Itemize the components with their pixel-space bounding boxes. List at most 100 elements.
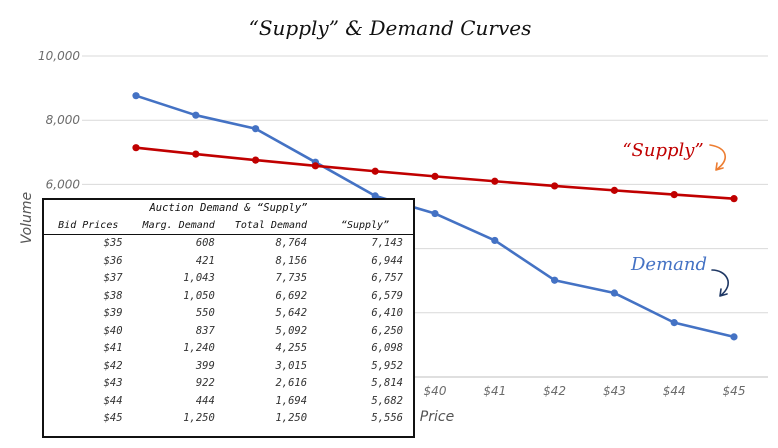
y-axis-ticks: 10,000 8,000 6,000 [38,49,80,191]
supply-point [491,177,499,185]
cell-marg-demand: 399 [195,359,215,372]
header-supply: “Supply” [317,217,413,235]
cell-total-demand: 5,092 [275,324,308,337]
data-grid: Bid Prices Marg. Demand Total Demand “Su… [44,217,413,428]
cell-marg-demand: 550 [195,307,215,319]
cell-bid-price: $41 [103,342,123,354]
supply-point [192,150,200,158]
y-tick-label: 8,000 [46,113,81,127]
table-row: $37 1,043 7,735 6,757 [44,270,413,288]
cell-marg-demand: 837 [195,324,215,337]
cell-total-demand: 4,255 [275,342,308,354]
cell-marg-demand: 444 [195,394,215,407]
demand-point [252,125,260,133]
cell-supply: 6,410 [371,307,403,319]
cell-marg-demand: 1,240 [183,342,215,354]
x-tick-label: $41 [483,384,506,398]
cell-bid-price: $38 [103,289,123,302]
cell-marg-demand: 1,043 [183,272,215,284]
cell-supply: 6,579 [371,289,403,302]
series-group [132,92,738,341]
table-row: $42 399 3,015 5,952 [44,358,413,376]
cell-total-demand: 5,642 [275,307,308,319]
cell-bid-price: $36 [103,254,123,267]
header-marg-demand: Marg. Demand [132,217,225,235]
cell-total-demand: 1,694 [275,394,308,407]
table-row: $44 444 1,694 5,682 [44,393,413,411]
cell-bid-price: $40 [103,324,123,337]
table-row: $38 1,050 6,692 6,579 [44,288,413,306]
header-bid-prices: Bid Prices [44,217,133,235]
header-total-demand: Total Demand [224,217,318,235]
cell-supply: 5,814 [371,377,403,389]
cell-supply: 6,250 [371,324,403,337]
demand-point [730,333,738,341]
table-row: $35 608 8,764 7,143 [44,235,413,253]
demand-point [371,192,379,200]
supply-point [311,162,319,170]
demand-point [132,92,140,100]
table-row: $40 837 5,092 6,250 [44,323,413,341]
x-axis-title: Price [420,409,454,425]
table-row: $41 1,240 4,255 6,098 [44,340,413,358]
supply-point [252,156,260,164]
cell-bid-price: $39 [103,307,123,319]
cell-bid-price: $45 [103,412,123,424]
demand-point [610,289,619,297]
table-row: $36 421 8,156 6,944 [44,253,413,271]
y-axis-title: Volume [19,192,35,244]
table-caption: Auction Demand & “Supply” [149,202,308,214]
cell-total-demand: 6,692 [275,289,308,302]
supply-series-label: “Supply” [622,140,703,161]
cell-supply: 6,098 [371,342,403,354]
cell-supply: 5,952 [371,359,403,372]
auction-data-table: Auction Demand & “Supply” Bid Prices Mar… [42,198,415,438]
cell-bid-price: $35 [103,237,123,249]
demand-point [491,236,499,245]
cell-bid-price: $37 [103,272,123,284]
x-tick-label: $40 [424,384,447,398]
x-axis-ticks: $40 $41 $42 $43 $44 $45 [424,384,746,398]
supply-point [610,186,619,194]
cell-marg-demand: 1,050 [183,289,215,302]
demand-series-label: Demand [630,254,707,275]
cell-supply: 5,556 [371,412,403,424]
table-header-row: Bid Prices Marg. Demand Total Demand “Su… [44,217,413,235]
supply-point [431,172,439,180]
cell-bid-price: $42 [103,359,123,372]
table-row: $43 922 2,616 5,814 [44,375,413,393]
cell-bid-price: $44 [103,394,123,407]
cell-supply: 5,682 [371,394,403,407]
supply-point [730,195,738,203]
cell-total-demand: 8,764 [275,237,308,249]
cell-bid-price: $43 [103,377,123,389]
cell-supply: 6,757 [371,272,403,284]
cell-marg-demand: 1,250 [183,412,215,424]
demand-arrow-icon [711,269,729,297]
chart-title: “Supply” & Demand Curves [249,16,532,40]
demand-point [670,319,678,327]
cell-total-demand: 3,015 [275,359,308,372]
x-tick-label: $45 [723,384,746,398]
x-tick-label: $42 [543,384,566,398]
supply-point [132,144,140,152]
cell-marg-demand: 922 [195,377,215,389]
cell-supply: 6,944 [371,254,403,267]
cell-marg-demand: 421 [195,254,215,267]
x-tick-label: $44 [663,384,686,398]
supply-point [371,167,379,175]
y-tick-label: 6,000 [46,177,81,191]
table-row: $45 1,250 1,250 5,556 [44,410,413,428]
supply-point [551,182,559,190]
cell-supply: 7,143 [371,237,403,249]
cell-total-demand: 7,735 [275,272,308,284]
cell-total-demand: 2,616 [275,377,308,389]
cell-marg-demand: 608 [195,237,215,249]
cell-total-demand: 8,156 [275,254,308,267]
supply-point [670,191,678,199]
cell-total-demand: 1,250 [275,412,308,424]
x-tick-label: $43 [603,384,626,398]
y-tick-label: 10,000 [38,49,80,63]
supply-arrow-icon [709,144,726,171]
table-row: $39 550 5,642 6,410 [44,305,413,323]
